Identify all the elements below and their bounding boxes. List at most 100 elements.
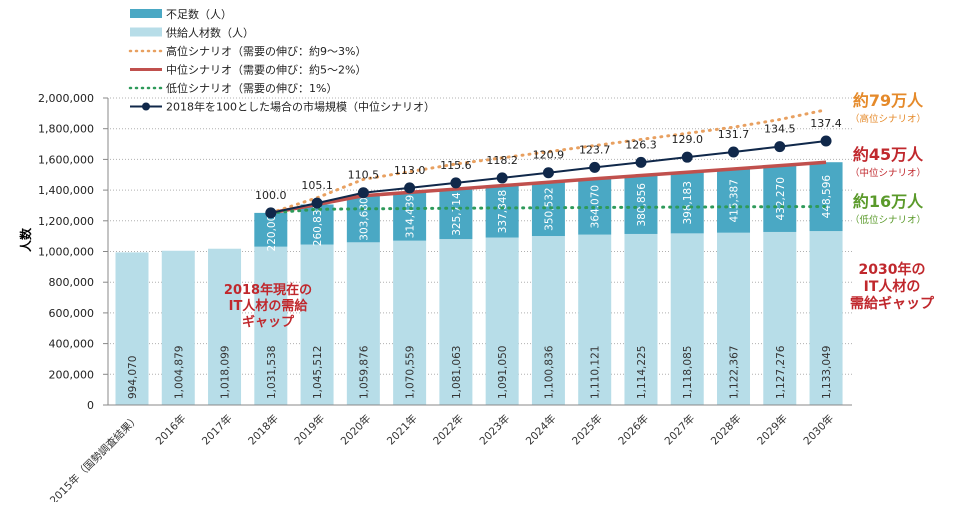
market-index-label: 137.4 [810, 117, 842, 130]
supply-bar [531, 236, 565, 405]
y-tick-label: 0 [87, 399, 94, 412]
legend-label: 低位シナリオ（需要の伸び：1%） [166, 81, 337, 95]
supply-bar [161, 250, 195, 405]
x-tick-label: 2015年（国勢調査結果） [47, 412, 142, 502]
market-index-label: 131.7 [718, 128, 750, 141]
market-index-label: 123.7 [579, 143, 611, 156]
supply-bar-label: 1,031,538 [266, 346, 278, 399]
x-tick-label: 2021年 [384, 412, 420, 448]
high-gap-value: 約79万人 [853, 91, 924, 110]
x-tick-label: 2016年 [153, 412, 189, 448]
y-tick-label: 600,000 [49, 307, 95, 320]
mid-gap-value: 約45万人 [853, 145, 924, 164]
supply-bar [439, 239, 473, 405]
supply-bar-label: 1,004,879 [173, 346, 185, 399]
x-tick-label: 2022年 [430, 412, 466, 448]
low-scenario-line [269, 205, 828, 215]
shortage-bar [624, 175, 658, 234]
gap-2030-label: 需給ギャップ [850, 295, 935, 312]
supply-bar [670, 233, 704, 405]
market-index-marker [357, 187, 369, 199]
supply-bar-label: 1,127,276 [775, 345, 787, 399]
shortage-bar-label: 303,680 [358, 197, 370, 240]
shortage-bar-label: 325,714 [451, 192, 463, 236]
y-tick-label: 1,600,000 [38, 153, 94, 166]
legend-label: 不足数（人） [166, 8, 232, 21]
supply-bar-label: 1,081,063 [451, 346, 463, 399]
legend-label: 2018年を100とした場合の市場規模（中位シナリオ） [166, 100, 435, 114]
supply-bar-label: 1,110,121 [590, 346, 602, 399]
legend-label: 中位シナリオ（需要の伸び：約5～2%） [166, 63, 366, 77]
x-axis: 2015年（国勢調査結果） 2016年 2017年 2018年 2019年 2020年 20… [47, 404, 852, 506]
market-index-marker [728, 146, 740, 158]
supply-bar [346, 242, 380, 405]
supply-bar-label: 1,122,367 [729, 346, 741, 399]
x-tick-label: 2025年 [569, 412, 605, 448]
market-index-label: 134.5 [764, 123, 796, 136]
gap-2018-label: IT人材の需給 [229, 298, 309, 314]
shortage-bar-label: 398,183 [682, 181, 694, 224]
shortage-bar [809, 162, 843, 232]
market-index-marker [265, 207, 277, 219]
mid-gap-scenario: （中位シナリオ） [850, 167, 926, 179]
x-tick-label: 2027年 [662, 412, 698, 448]
market-index-marker [820, 135, 832, 147]
supply-bar [578, 234, 612, 405]
market-index-label: 113.0 [394, 164, 426, 177]
high-scenario-line [269, 108, 828, 215]
supply-bar-label: 1,091,050 [497, 346, 509, 399]
y-tick-label: 1,200,000 [38, 215, 94, 228]
x-tick-label: 2018年 [245, 412, 281, 448]
supply-bar-label: 1,100,836 [543, 345, 555, 399]
market-index-marker [542, 167, 554, 179]
shortage-bar [439, 189, 473, 240]
shortage-bar [346, 195, 380, 243]
supply-bar [300, 244, 334, 405]
shortage-bar-label: 350,532 [543, 187, 555, 230]
market-index-marker [404, 182, 416, 194]
y-tick-label: 1,400,000 [38, 184, 94, 197]
supply-bar-label: 1,118,085 [682, 346, 694, 399]
market-index-marker [450, 177, 462, 189]
supply-bar [393, 240, 427, 405]
x-tick-label: 2019年 [292, 412, 328, 448]
shortage-bar [763, 165, 797, 232]
market-index-label: 115.6 [440, 159, 472, 172]
supply-bar [254, 246, 288, 405]
supply-bar-label: 1,114,225 [636, 346, 648, 399]
supply-bar [115, 252, 149, 405]
market-index-label: 110.5 [348, 169, 380, 182]
x-tick-label: 2030年 [801, 412, 837, 448]
high-gap-scenario: （高位シナリオ） [850, 113, 926, 125]
shortage-bar-label: 220,000 [266, 208, 278, 251]
low-gap-value: 約16万人 [853, 192, 924, 211]
x-tick-label: 2026年 [616, 412, 652, 448]
gap-2030-label: 2030年の [859, 261, 926, 278]
market-index-label: 100.0 [255, 189, 287, 202]
market-index-label: 126.3 [625, 138, 657, 151]
supply-bar [624, 233, 658, 405]
market-index-label: 129.0 [671, 133, 703, 146]
market-index-marker [311, 197, 323, 209]
x-tick-label: 2023年 [477, 412, 513, 448]
y-tick-label: 400,000 [49, 338, 95, 351]
supply-bar-label: 1,045,512 [312, 346, 324, 399]
legend-label: 高位シナリオ（需要の伸び：約9～3%） [166, 44, 366, 58]
legend-marker [142, 102, 150, 111]
shortage-bar [717, 168, 751, 233]
market-index-marker [774, 141, 786, 153]
market-index-label: 120.9 [533, 149, 565, 162]
x-tick-label: 2029年 [754, 412, 790, 448]
market-index-marker [496, 172, 508, 184]
y-tick-label: 1,800,000 [38, 123, 94, 136]
y-tick-label: 200,000 [49, 368, 95, 381]
legend-swatch [130, 9, 162, 18]
annotations: 約79万人 （高位シナリオ） 約45万人 （中位シナリオ） 約16万人 （低位シナリオ） 2… [224, 91, 935, 330]
market-index-label: 105.1 [301, 179, 333, 192]
shortage-bar-label: 432,270 [775, 177, 787, 220]
gap-2018-label: 2018年現在の [224, 282, 312, 298]
x-tick-label: 2017年 [199, 412, 235, 448]
shortage-bar [254, 212, 288, 247]
y-tick-label: 800,000 [49, 276, 95, 289]
